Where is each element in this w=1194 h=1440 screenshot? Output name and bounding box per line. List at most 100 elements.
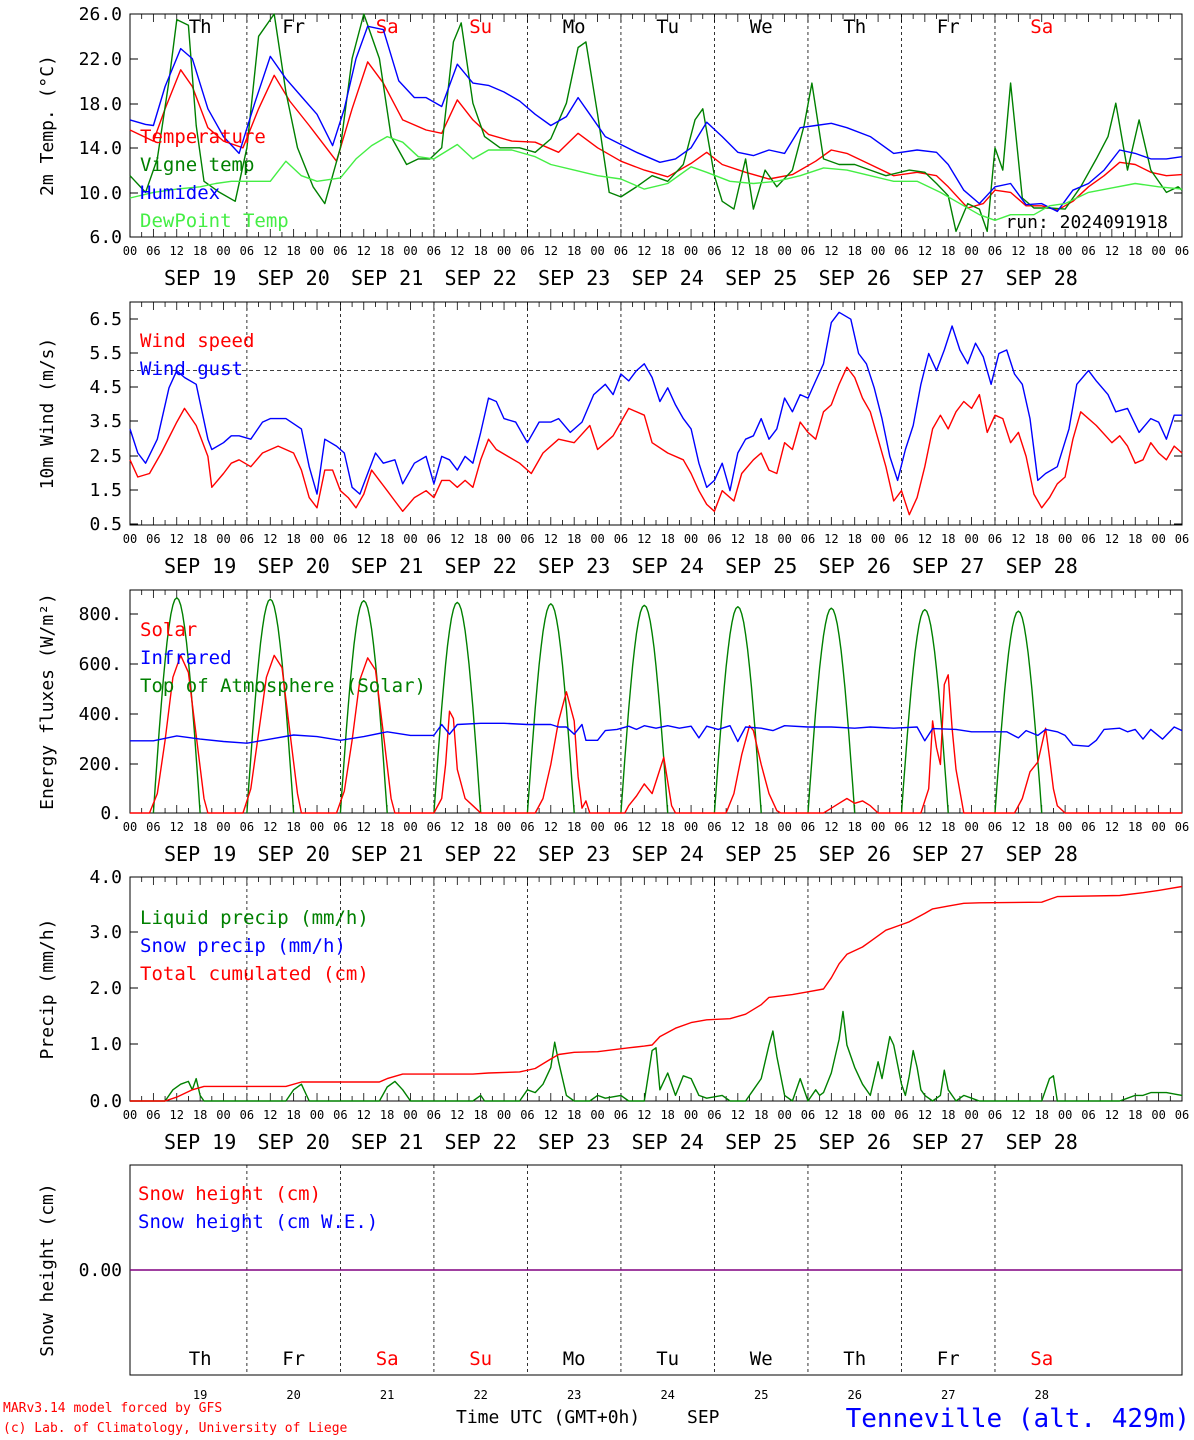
hour-tick-label: 00 <box>684 244 698 258</box>
y-tick-label: 400. <box>79 704 122 725</box>
date-label: SEP 26 <box>819 554 891 578</box>
date-label: SEP 27 <box>912 554 984 578</box>
weekday-label: Fr <box>282 1348 305 1370</box>
legend-entry: Wind speed <box>140 330 254 352</box>
date-label: SEP 27 <box>912 1130 984 1154</box>
date-label: SEP 20 <box>258 842 330 866</box>
y-axis-label: Precip (mm/h) <box>37 919 58 1060</box>
hour-tick-label: 12 <box>731 820 745 834</box>
date-label: SEP 19 <box>164 1130 236 1154</box>
hour-tick-label: 12 <box>1105 1108 1119 1122</box>
hour-tick-label: 06 <box>427 244 441 258</box>
hour-tick-label: 12 <box>1105 820 1119 834</box>
hour-tick-label: 12 <box>357 532 371 546</box>
hour-tick-label: 06 <box>240 820 254 834</box>
weekday-label: We <box>750 16 773 38</box>
date-label: SEP 26 <box>819 1130 891 1154</box>
x-axis-title: Time UTC (GMT+0h) <box>456 1407 640 1428</box>
hour-tick-label: 00 <box>403 244 417 258</box>
hour-tick-label: 06 <box>988 1108 1002 1122</box>
hour-tick-label: 06 <box>333 820 347 834</box>
hour-tick-label: 06 <box>1175 1108 1189 1122</box>
hour-tick-label: 00 <box>590 244 604 258</box>
station-title: Tenneville (alt. 429m) <box>846 1404 1190 1434</box>
hour-tick-label: 06 <box>146 820 160 834</box>
date-label: SEP 19 <box>164 842 236 866</box>
date-label: SEP 27 <box>912 266 984 290</box>
hour-tick-label: 00 <box>684 1108 698 1122</box>
hour-tick-label: 06 <box>520 532 534 546</box>
hour-tick-label: 06 <box>707 820 721 834</box>
date-label: SEP 23 <box>538 1130 610 1154</box>
hour-tick-label: 18 <box>286 820 300 834</box>
hour-tick-label: 06 <box>520 820 534 834</box>
weekday-label: Fr <box>937 1348 960 1370</box>
day-number-label: 27 <box>941 1388 955 1402</box>
hour-tick-label: 18 <box>847 820 861 834</box>
y-tick-label: 5.5 <box>89 343 122 364</box>
hour-tick-label: 12 <box>263 244 277 258</box>
x-axis-month: SEP <box>687 1407 720 1428</box>
hour-tick-label: 18 <box>380 532 394 546</box>
hour-tick-label: 12 <box>1105 532 1119 546</box>
toa-solar-curve <box>713 606 762 814</box>
series-line-wind-speed <box>129 366 1183 516</box>
hour-tick-label: 18 <box>473 1108 487 1122</box>
date-label: SEP 22 <box>445 554 517 578</box>
hour-tick-label: 00 <box>871 244 885 258</box>
hour-tick-label: 00 <box>871 1108 885 1122</box>
hour-tick-label: 18 <box>193 820 207 834</box>
y-tick-label: 4.0 <box>89 867 122 888</box>
panel-5: 0.00 Snow height (cm) Th Fr Sa Su Mo Tu We Th Fr Sa… <box>37 1164 1183 1402</box>
hour-tick-label: 12 <box>918 244 932 258</box>
hour-tick-label: 06 <box>333 244 347 258</box>
date-label: SEP 19 <box>164 266 236 290</box>
date-label: SEP 21 <box>351 1130 423 1154</box>
y-tick-label: 6.5 <box>89 309 122 330</box>
hour-tick-label: 18 <box>1128 532 1142 546</box>
date-label: SEP 25 <box>725 554 797 578</box>
hour-tick-label: 18 <box>286 532 300 546</box>
hour-tick-label: 12 <box>1011 244 1025 258</box>
weekday-label: Sa <box>376 1348 399 1370</box>
hour-tick-label: 06 <box>1081 820 1095 834</box>
hour-tick-label: 18 <box>1128 820 1142 834</box>
hour-tick-label: 12 <box>170 532 184 546</box>
legend-entry: Temperature <box>140 126 266 148</box>
toa-solar-curve <box>433 601 482 814</box>
day-number-label: 21 <box>380 1388 394 1402</box>
hour-tick-label: 18 <box>193 244 207 258</box>
hour-tick-label: 18 <box>754 1108 768 1122</box>
hour-tick-label: 00 <box>590 1108 604 1122</box>
date-label: SEP 26 <box>819 266 891 290</box>
hour-tick-label: 06 <box>240 244 254 258</box>
hour-tick-label: 12 <box>357 244 371 258</box>
weekday-label: Sa <box>376 16 399 38</box>
hour-tick-label: 00 <box>1151 244 1165 258</box>
hour-tick-label: 06 <box>1175 532 1189 546</box>
day-number-label: 22 <box>473 1388 487 1402</box>
weekday-label: Th <box>189 1348 212 1370</box>
date-label: SEP 22 <box>445 266 517 290</box>
hour-tick-label: 00 <box>590 532 604 546</box>
toa-solar-curve <box>994 610 1043 814</box>
date-label: SEP 24 <box>632 842 704 866</box>
legend-entry: Wind gust <box>140 358 243 380</box>
hour-tick-label: 00 <box>497 532 511 546</box>
hour-tick-label: 00 <box>964 532 978 546</box>
hour-tick-label: 00 <box>684 532 698 546</box>
legend-entry: Total cumulated (cm) <box>140 963 369 985</box>
day-number-label: 26 <box>847 1388 861 1402</box>
hour-tick-label: 12 <box>918 820 932 834</box>
panel-2: 00 06 12 18 00 06 12 18 00 06 12 18 00 06 12 18 00 06 12 18… <box>37 301 1189 578</box>
date-label: SEP 27 <box>912 842 984 866</box>
hour-tick-label: 06 <box>1081 1108 1095 1122</box>
y-tick-label: 3.5 <box>89 411 122 432</box>
series-line-dewpoint-temp <box>129 135 1183 222</box>
hour-tick-label: 18 <box>1035 244 1049 258</box>
hour-tick-label: 06 <box>988 820 1002 834</box>
hour-tick-label: 18 <box>660 532 674 546</box>
y-axis-label: 2m Temp. (°C) <box>37 55 58 196</box>
y-tick-label: 600. <box>79 654 122 675</box>
